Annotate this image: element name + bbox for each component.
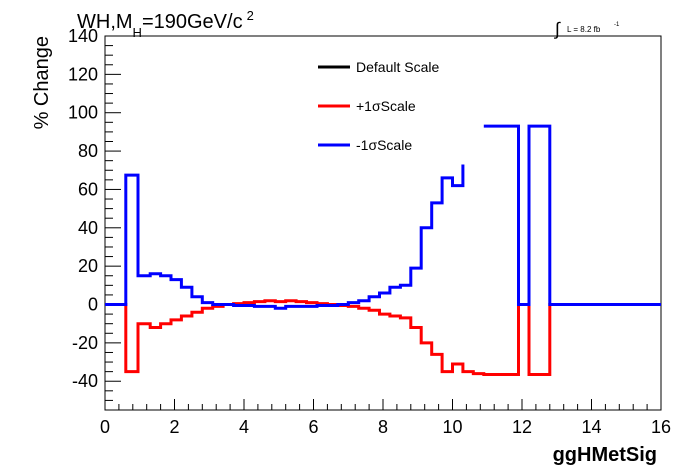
legend-label: +1σScale	[356, 98, 416, 114]
y-tick-label: -20	[72, 333, 98, 353]
y-tick-label: 20	[78, 256, 98, 276]
x-tick-label: 14	[581, 417, 601, 437]
title-subscript: H	[133, 25, 142, 40]
x-tick-label: 8	[378, 417, 388, 437]
title-rest: =190GeV/c	[142, 11, 243, 33]
luminosity-superscript: -1	[614, 22, 620, 28]
title-superscript: 2	[247, 8, 254, 23]
chart-title: WH,MH=190GeV/c 2	[77, 8, 254, 40]
y-tick-label: 120	[68, 64, 98, 84]
series-line	[105, 164, 465, 310]
y-tick-label: 140	[68, 26, 98, 46]
x-tick-label: 10	[442, 417, 462, 437]
axis-ticks: 0 2 4 6 8 10 12 14 16 -40 -20 0 20 40 60 80 100 120 140	[68, 26, 671, 437]
y-tick-label: 40	[78, 218, 98, 238]
x-tick-label: 0	[100, 417, 110, 437]
series-line	[483, 124, 661, 306]
legend-label: -1σScale	[356, 137, 412, 153]
legend-label: Default Scale	[356, 59, 439, 75]
x-tick-label: 6	[308, 417, 318, 437]
series-line	[105, 299, 661, 376]
legend: Default Scale +1σScale -1σScale	[318, 59, 439, 153]
data-series	[105, 124, 661, 376]
x-tick-label: 16	[651, 417, 671, 437]
y-tick-label: 0	[88, 295, 98, 315]
integral-sign: ∫	[553, 19, 561, 39]
title-main: WH,M	[77, 11, 133, 33]
y-tick-label: 100	[68, 103, 98, 123]
x-tick-label: 2	[169, 417, 179, 437]
plot-frame	[104, 35, 662, 411]
x-tick-label: 12	[512, 417, 532, 437]
luminosity-label: ∫ L = 8.2 fb -1	[553, 19, 620, 39]
x-axis-label: ggHMetSig	[553, 444, 657, 466]
y-axis-label: % Change	[31, 36, 53, 129]
y-tick-label: 80	[78, 141, 98, 161]
x-tick-label: 4	[239, 417, 249, 437]
y-tick-label: -40	[72, 371, 98, 391]
luminosity-text: L = 8.2 fb	[567, 25, 601, 34]
y-tick-label: 60	[78, 179, 98, 199]
svg-text:WH,MH=190GeV/c2: WH,MH=190GeV/c 2	[77, 8, 254, 40]
